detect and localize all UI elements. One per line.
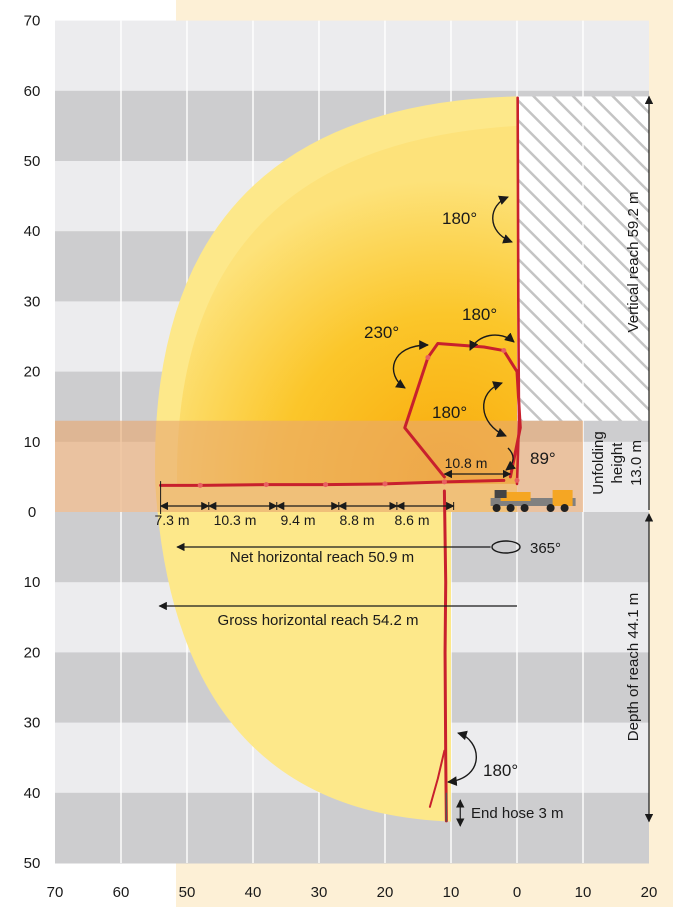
envelope-inner xyxy=(176,125,517,484)
rotate-arrow-icon xyxy=(505,447,516,471)
first-section-label: 10.8 m xyxy=(445,455,488,471)
angle-label: 180° xyxy=(432,403,467,422)
end-hose-label: End hose 3 m xyxy=(471,805,564,822)
boom-joint xyxy=(425,355,431,361)
rotation-arrows xyxy=(392,195,521,786)
x-tick-label: 50 xyxy=(179,884,196,901)
truck-wheel xyxy=(492,504,501,512)
boom-section xyxy=(515,96,521,486)
y-tick-label: 10 xyxy=(24,574,41,591)
truck-hopper xyxy=(494,490,507,498)
rotate-arrow-icon xyxy=(469,332,515,351)
y-tick-label: 10 xyxy=(24,434,41,451)
y-tick-label: 70 xyxy=(24,13,41,30)
boom-joint xyxy=(441,479,447,485)
unfolding-line-3: 13.0 m xyxy=(628,440,645,486)
section-label: 7.3 m xyxy=(154,512,189,528)
dimension-lines xyxy=(158,95,654,827)
section-label: 8.8 m xyxy=(339,512,374,528)
y-tick-label: 40 xyxy=(24,785,41,802)
rotate-arrow-icon xyxy=(483,381,507,438)
truck-wheel xyxy=(506,504,515,512)
x-tick-label: 20 xyxy=(377,884,394,901)
rotate-arrow-icon xyxy=(392,340,429,389)
x-tick-label: 70 xyxy=(47,884,64,901)
x-axis-tick-labels: 70 60 50 40 30 20 10 0 10 20 xyxy=(47,884,658,901)
rotate-arrow-icon xyxy=(492,195,513,244)
y-axis-tick-labels: 70 60 50 40 30 20 10 0 10 20 30 40 50 xyxy=(24,13,41,872)
boom-joint xyxy=(323,482,329,488)
x-tick-label: 10 xyxy=(575,884,592,901)
truck-wheel xyxy=(546,504,555,512)
angle-label: 89° xyxy=(530,449,556,468)
gross-horizontal-reach-label: Gross horizontal reach 54.2 m xyxy=(218,612,419,629)
angle-label: 365° xyxy=(530,540,561,557)
y-tick-label: 20 xyxy=(24,364,41,381)
y-tick-label: 20 xyxy=(24,644,41,661)
y-tick-label: 60 xyxy=(24,83,41,100)
boom-section-labels: 7.3 m 10.3 m 9.4 m 8.8 m 8.6 m 10.8 m xyxy=(154,455,487,528)
boom-section xyxy=(428,749,446,808)
truck-cab xyxy=(552,490,573,506)
section-label: 8.6 m xyxy=(394,512,429,528)
section-label: 9.4 m xyxy=(280,512,315,528)
x-tick-label: 10 xyxy=(443,884,460,901)
depth-of-reach-label: Depth of reach 44.1 m xyxy=(625,593,642,741)
vertical-reach-label: Vertical reach 59.2 m xyxy=(625,192,642,333)
y-tick-label: 50 xyxy=(24,153,41,170)
y-tick-label: 40 xyxy=(24,223,41,240)
x-tick-label: 20 xyxy=(641,884,658,901)
boom-section xyxy=(442,489,448,823)
x-tick-label: 40 xyxy=(245,884,262,901)
boom-joint xyxy=(263,482,269,488)
rotate-arrow-icon xyxy=(447,730,477,786)
angle-label: 180° xyxy=(462,305,497,324)
truck-wheel xyxy=(520,504,529,512)
y-tick-label: 0 xyxy=(28,504,36,521)
unfolding-line-1: Unfolding xyxy=(590,431,607,494)
x-tick-label: 30 xyxy=(311,884,328,901)
slew-arrow-icon xyxy=(491,540,521,554)
net-horizontal-reach-label: Net horizontal reach 50.9 m xyxy=(230,549,414,566)
angle-label: 180° xyxy=(483,761,518,780)
section-label: 10.3 m xyxy=(214,512,257,528)
angle-label: 180° xyxy=(442,209,477,228)
unfolding-line-2: height xyxy=(609,442,626,484)
truck-wheel xyxy=(560,504,569,512)
truck-frame xyxy=(500,492,531,501)
boom-joint xyxy=(514,477,520,483)
x-tick-label: 60 xyxy=(113,884,130,901)
angle-labels: 180° 180° 230° 180° 89° 365° 180° xyxy=(364,209,561,780)
x-tick-label: 0 xyxy=(513,884,521,901)
unfolding-height-label: Unfolding height 13.0 m xyxy=(590,431,645,494)
truck-body xyxy=(490,498,576,506)
truck-icon xyxy=(490,490,576,512)
boom-joint xyxy=(382,481,388,487)
boom-joint xyxy=(501,348,507,354)
y-tick-label: 30 xyxy=(24,715,41,732)
y-tick-label: 50 xyxy=(24,855,41,872)
background-band xyxy=(55,20,649,92)
angle-label: 230° xyxy=(364,323,399,342)
boom-joint xyxy=(197,482,203,488)
y-tick-label: 30 xyxy=(24,293,41,310)
